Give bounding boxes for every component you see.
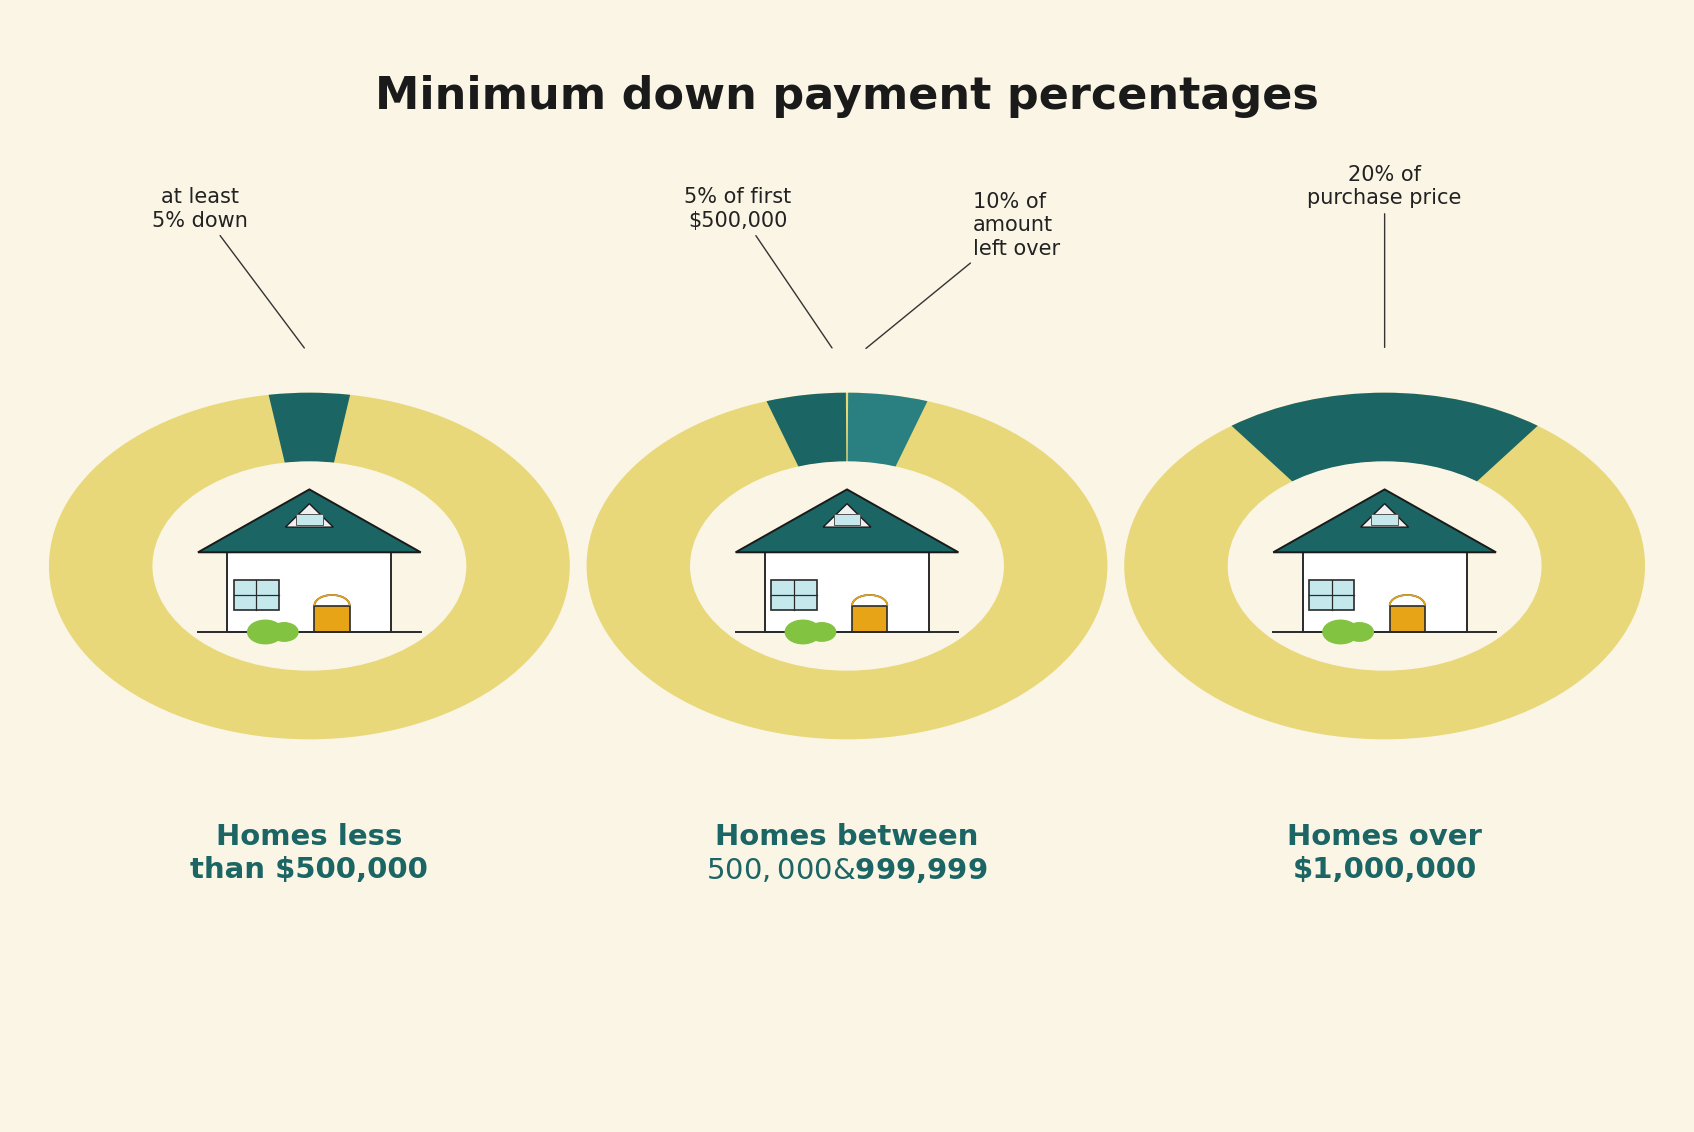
FancyBboxPatch shape xyxy=(1309,581,1355,610)
Circle shape xyxy=(786,620,820,644)
FancyBboxPatch shape xyxy=(1303,552,1467,632)
Circle shape xyxy=(271,623,298,641)
FancyBboxPatch shape xyxy=(1389,606,1425,632)
Wedge shape xyxy=(269,393,351,463)
Text: at least
5% down: at least 5% down xyxy=(152,188,305,348)
Polygon shape xyxy=(198,489,420,552)
FancyBboxPatch shape xyxy=(833,514,861,525)
Circle shape xyxy=(247,620,283,644)
Circle shape xyxy=(1228,462,1542,670)
Text: 20% of
purchase price: 20% of purchase price xyxy=(1308,165,1462,348)
Circle shape xyxy=(1345,623,1374,641)
Text: 10% of
amount
left over: 10% of amount left over xyxy=(866,192,1060,349)
Wedge shape xyxy=(766,393,847,468)
FancyBboxPatch shape xyxy=(227,552,391,632)
Wedge shape xyxy=(49,393,569,739)
FancyBboxPatch shape xyxy=(852,606,888,632)
FancyBboxPatch shape xyxy=(771,581,817,610)
FancyBboxPatch shape xyxy=(766,552,928,632)
Wedge shape xyxy=(1232,393,1538,482)
Text: Homes less
than $500,000: Homes less than $500,000 xyxy=(190,823,429,884)
Text: 5% of first
$500,000: 5% of first $500,000 xyxy=(684,188,832,348)
FancyBboxPatch shape xyxy=(1372,514,1398,525)
Text: Homes between
$500,000 & $999,999: Homes between $500,000 & $999,999 xyxy=(706,823,988,885)
Circle shape xyxy=(808,623,835,641)
Polygon shape xyxy=(285,504,334,528)
Polygon shape xyxy=(735,489,959,552)
Circle shape xyxy=(152,462,466,670)
Text: Homes over
$1,000,000: Homes over $1,000,000 xyxy=(1287,823,1482,884)
Wedge shape xyxy=(847,393,928,468)
FancyBboxPatch shape xyxy=(315,606,349,632)
FancyBboxPatch shape xyxy=(234,581,280,610)
Text: Minimum down payment percentages: Minimum down payment percentages xyxy=(374,75,1320,118)
Wedge shape xyxy=(1125,393,1645,739)
Polygon shape xyxy=(1360,504,1409,528)
Circle shape xyxy=(691,462,1003,670)
Polygon shape xyxy=(1274,489,1496,552)
FancyBboxPatch shape xyxy=(296,514,322,525)
Circle shape xyxy=(1323,620,1359,644)
Wedge shape xyxy=(586,393,1108,739)
Polygon shape xyxy=(823,504,871,528)
